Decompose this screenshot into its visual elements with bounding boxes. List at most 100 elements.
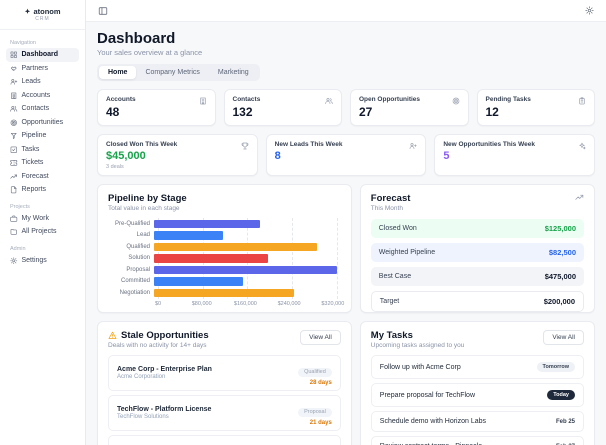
chart-bar[interactable] [154,288,294,297]
chart-row-committed: Committed [108,276,337,288]
stale-subtitle: Deals with no activity for 14+ days [108,342,207,349]
week-card-value: 8 [274,150,281,162]
stat-card-value: 48 [106,105,120,119]
days-stale: 28 days [309,380,332,386]
funnel-icon [10,132,18,140]
task-due-badge: Today [547,390,575,400]
week-card-value: 5 [443,150,450,162]
chart-row-negotiation: Negotiation [108,287,337,299]
week-card-subtext: 3 deals [106,164,124,170]
dashboard-tabs: Home Company Metrics Marketing [97,64,260,81]
forecast-row-weighted-pipeline: Weighted Pipeline $82,500 [370,243,584,262]
week-card-new-opportunities-this-week[interactable]: New Opportunities This Week 5 [434,134,595,176]
sidebar-item-dashboard[interactable]: Dashboard [6,48,79,62]
chart-bar[interactable] [154,242,317,251]
chart-bar-track [154,276,337,288]
pipeline-by-stage-panel: Pipeline by Stage Total value in each st… [97,184,352,313]
sidebar-item-pipeline[interactable]: Pipeline [6,129,79,143]
stat-card-accounts[interactable]: Accounts 48 [97,89,216,126]
task-row[interactable]: Follow up with Acme Corp Tomorrow [370,355,584,379]
chart-bar[interactable] [154,219,260,228]
stat-card-value: 12 [485,105,499,119]
nav-section-label: Projects [10,203,30,210]
chart-x-tick-label: $320,000 [321,300,345,307]
chart-category-label: Proposal [126,266,150,273]
week-card-label: New Leads This Week [274,141,343,148]
stage-badge: Qualified [298,367,332,377]
sidebar-item-tickets[interactable]: Tickets [6,156,79,170]
chart-bar[interactable] [154,277,243,286]
tab-company-metrics[interactable]: Company Metrics [136,66,208,79]
chart-bar[interactable] [154,231,223,240]
chart-bar[interactable] [154,265,337,274]
chart-gridline [336,218,338,299]
stale-opportunity-row[interactable]: Acme Corp - Enterprise Plan Acme Corporat… [108,355,341,391]
check-square-icon [10,146,18,154]
sidebar-item-tasks[interactable]: Tasks [6,143,79,157]
sidebar-item-my-work[interactable]: My Work [6,212,79,226]
stat-card-label: Pending Tasks [485,96,531,103]
stat-card-pending-tasks[interactable]: Pending Tasks 12 [476,89,595,126]
handshake-icon [10,65,18,73]
gear-icon[interactable] [585,6,594,15]
week-card-new-leads-this-week[interactable]: New Leads This Week 8 [265,134,427,176]
sidebar-item-partners[interactable]: Partners [6,62,79,76]
sidebar-nav: Navigation Dashboard Partners Leads Accounts… [0,30,85,270]
file-icon [10,186,18,194]
chart-category-label: Negotiation [119,289,150,296]
topbar [86,0,606,22]
chart-gridline [292,218,294,299]
sidebar-item-accounts[interactable]: Accounts [6,89,79,103]
sidebar-item-reports[interactable]: Reports [6,183,79,197]
week-card-label: New Opportunities This Week [443,141,535,148]
chart-category-label: Lead [136,232,150,239]
stale-view-all-button[interactable]: View All [300,330,341,345]
sidebar-item-contacts[interactable]: Contacts [6,102,79,116]
sidebar-item-label: Reports [21,186,47,194]
trending-up-icon [575,193,584,202]
stale-opportunity-row[interactable]: Pinnacle - Annual SubscriptionPinnacle I… [108,435,341,445]
task-due-date: Feb 27 [556,444,575,445]
task-row[interactable]: Prepare proposal for TechFlow Today [370,383,584,407]
task-title: Follow up with Acme Corp [379,363,461,371]
stat-card-contacts[interactable]: Contacts 132 [223,89,342,126]
week-card-closed-won-this-week[interactable]: Closed Won This Week $45,000 3 deals [97,134,258,176]
logo-subtext: CRM [35,16,50,22]
chart-row-pre-qualified: Pre-Qualified [108,218,337,230]
trophy-icon [241,142,249,150]
chart-bar-track [154,264,337,276]
opportunity-company: Acme Corporation [117,374,166,380]
task-row[interactable]: Schedule demo with Horizon Labs Feb 25 [370,411,584,432]
tab-home[interactable]: Home [99,66,137,79]
sidebar-item-all-projects[interactable]: All Projects [6,225,79,239]
forecast-row-value: $475,000 [544,272,576,281]
building-icon [199,97,207,105]
stat-card-open-opportunities[interactable]: Open Opportunities 27 [350,89,469,126]
tasks-list: Follow up with Acme Corp Tomorrow Prepare … [370,355,584,445]
sparkles-icon [578,142,586,150]
trending-up-icon [10,173,18,181]
task-due-date: Feb 25 [555,418,575,425]
sidebar-item-label: All Projects [21,228,57,236]
stale-opportunities-list: Acme Corp - Enterprise Plan Acme Corporat… [108,355,341,445]
sidebar-item-opportunities[interactable]: Opportunities [6,116,79,130]
chart-category-label: Qualified [126,243,150,250]
task-title: Schedule demo with Horizon Labs [379,418,487,425]
sidebar-item-leads[interactable]: Leads [6,75,79,89]
sidebar-item-settings[interactable]: Settings [6,254,79,268]
chart-row-lead: Lead [108,230,337,242]
users-icon [325,97,333,105]
stale-opportunity-row[interactable]: TechFlow - Platform License TechFlow Solu… [108,395,341,431]
sidebar-toggle-icon[interactable] [98,6,108,16]
forecast-row-label: Target [379,298,400,305]
tab-marketing[interactable]: Marketing [209,66,258,79]
sidebar-item-forecast[interactable]: Forecast [6,170,79,184]
forecast-row-label: Best Case [378,273,412,280]
tasks-view-all-button[interactable]: View All [543,330,584,345]
task-row[interactable]: Review contract terms - Pinnacle Feb 27 [370,436,584,445]
opportunity-name: TechFlow - Platform License [117,406,212,413]
chart-row-solution: Solution [108,253,337,265]
pipeline-chart-title: Pipeline by Stage [108,193,187,204]
chart-bar[interactable] [154,254,269,263]
forecast-title: Forecast [370,193,411,204]
